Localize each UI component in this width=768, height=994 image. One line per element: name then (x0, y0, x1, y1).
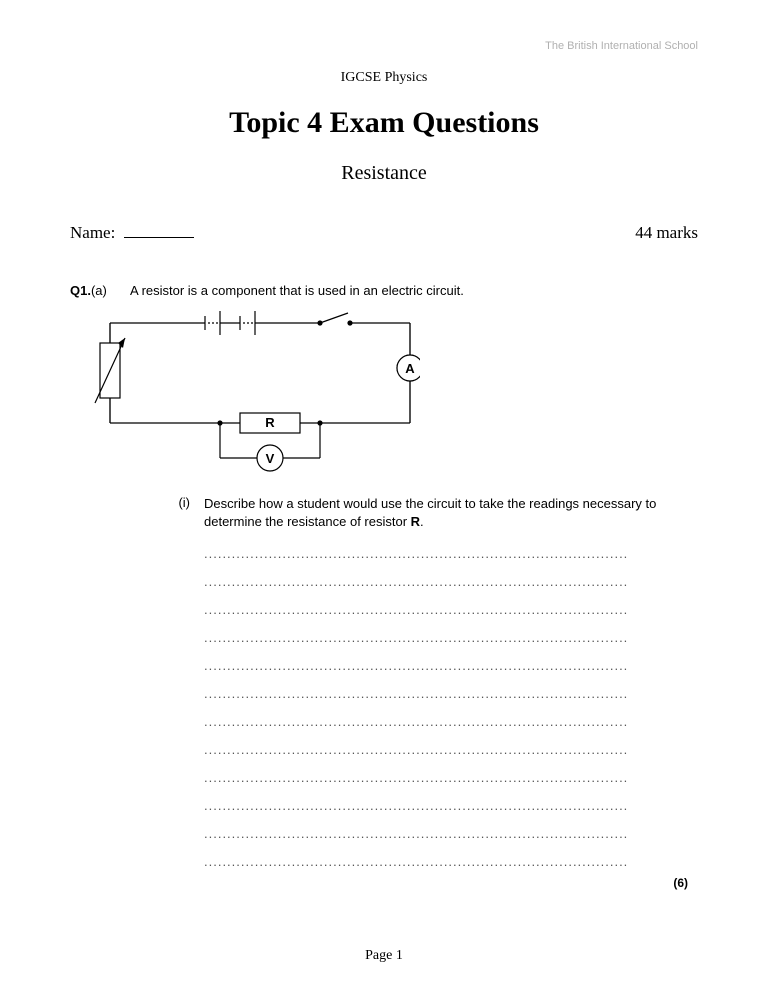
sub-text: Describe how a student would use the cir… (204, 495, 698, 530)
answer-line[interactable]: ........................................… (204, 574, 628, 588)
name-label: Name: (70, 223, 115, 243)
q-num: Q1. (70, 283, 91, 298)
name-field: Name: (70, 223, 194, 243)
voltmeter-label: V (266, 451, 275, 466)
circuit-svg: A R V (90, 308, 420, 478)
name-row: Name: 44 marks (70, 223, 698, 243)
page-title: Topic 4 Exam Questions (70, 106, 698, 140)
name-blank[interactable] (124, 223, 194, 238)
answer-lines[interactable]: ........................................… (204, 546, 628, 868)
answer-line[interactable]: ........................................… (204, 714, 628, 728)
page-subtitle: Resistance (70, 162, 698, 185)
total-marks: 44 marks (635, 223, 698, 243)
sub-question-i: (i) Describe how a student would use the… (70, 495, 698, 530)
circuit-diagram: A R V (90, 308, 698, 483)
answer-line[interactable]: ........................................… (204, 686, 628, 700)
answer-line[interactable]: ........................................… (204, 630, 628, 644)
answer-line[interactable]: ........................................… (204, 826, 628, 840)
answer-line[interactable]: ........................................… (204, 854, 628, 868)
exam-page: The British International School IGCSE P… (0, 0, 768, 994)
answer-line[interactable]: ........................................… (204, 658, 628, 672)
question-marks: (6) (70, 876, 688, 890)
question-1: Q1.(a) A resistor is a component that is… (70, 283, 698, 298)
sub-text-bold: R (411, 514, 420, 529)
answer-line[interactable]: ........................................… (204, 770, 628, 784)
question-number: Q1.(a) (70, 283, 130, 298)
ammeter-label: A (405, 361, 415, 376)
sub-text-1: Describe how a student would use the cir… (204, 496, 656, 529)
sub-text-2: . (420, 514, 424, 529)
resistor-label: R (265, 415, 275, 430)
sub-num: (i) (160, 495, 204, 530)
answer-line[interactable]: ........................................… (204, 742, 628, 756)
answer-line[interactable]: ........................................… (204, 546, 628, 560)
course-name: IGCSE Physics (70, 70, 698, 86)
answer-line[interactable]: ........................................… (204, 602, 628, 616)
answer-line[interactable]: ........................................… (204, 798, 628, 812)
question-text: A resistor is a component that is used i… (130, 283, 464, 298)
school-name: The British International School (545, 40, 698, 52)
q-part: (a) (91, 283, 107, 298)
page-footer: Page 1 (0, 948, 768, 964)
